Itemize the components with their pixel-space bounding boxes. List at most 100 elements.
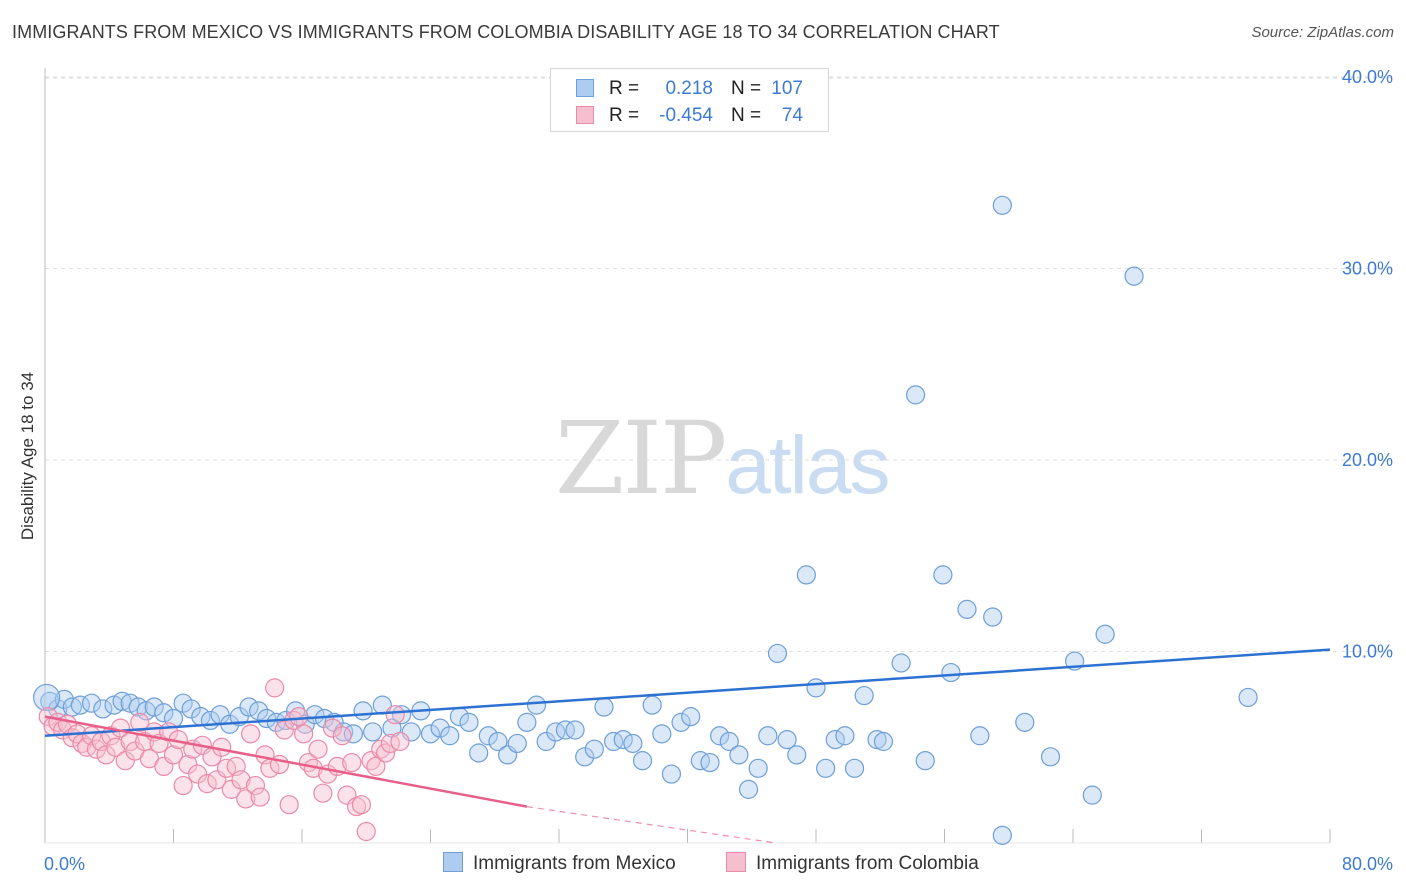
legend-swatch-colombia [726, 852, 746, 872]
legend-label-mexico: Immigrants from Mexico [473, 853, 676, 874]
colombia-point [241, 724, 261, 744]
legend-swatch-mexico [443, 852, 463, 872]
mexico-point [181, 699, 201, 719]
y-tick-label: 20.0% [1342, 450, 1393, 470]
mexico-point [33, 683, 61, 712]
colombia-point [342, 752, 362, 773]
series-mexico-points [33, 195, 1258, 845]
colombia-point [231, 770, 251, 790]
mexico-point [905, 385, 926, 405]
trend-line-colombia [44, 715, 528, 808]
colombia-point [294, 724, 314, 744]
colombia-point [385, 705, 405, 725]
mexico-point [983, 607, 1003, 627]
mexico-point [719, 731, 739, 752]
colombia-point [173, 775, 193, 796]
mexico-point [777, 729, 797, 750]
trend-lines [44, 648, 1331, 844]
mexico-point [671, 712, 691, 732]
legend-r-value: -0.454 [659, 105, 713, 126]
mexico-point [555, 720, 576, 740]
mexico-point [941, 662, 961, 683]
colombia-point [375, 743, 396, 763]
y-tick-label: 30.0% [1342, 259, 1393, 279]
legend-item-colombia[interactable]: Immigrants from Colombia [726, 852, 979, 875]
mexico-point [661, 764, 682, 784]
mexico-point [144, 697, 164, 717]
mexico-point [816, 758, 836, 778]
mexico-point [526, 695, 547, 715]
mexico-point [430, 718, 450, 738]
watermark-zip: ZIP [555, 400, 727, 517]
colombia-point [308, 739, 328, 759]
legend-n-value: 74 [781, 105, 803, 126]
mexico-point [825, 729, 845, 750]
mexico-point [806, 678, 826, 698]
colombia-point [265, 678, 285, 698]
mexico-point [478, 726, 498, 746]
mexico-point [420, 724, 441, 744]
mexico-point [642, 695, 662, 715]
mexico-point [835, 726, 855, 746]
mexico-point [507, 733, 527, 754]
x-tick-label: 0.0% [44, 854, 85, 874]
trend-line-mexico [44, 648, 1331, 738]
mexico-point [239, 697, 259, 717]
mexico-point [565, 720, 585, 740]
mexico-point [992, 195, 1012, 215]
tick-labels: 10.0% 20.0% 30.0% 40.0% 0.0% 80.0% [44, 67, 1393, 874]
mexico-point [391, 705, 412, 725]
grid-lines [45, 76, 1392, 652]
correlation-legend: R = 0.218 N = 107 R = -0.454 N = 74 [550, 68, 829, 132]
mexico-point [546, 722, 566, 742]
mexico-point [93, 699, 113, 719]
mexico-point [440, 726, 460, 746]
mexico-point [584, 739, 604, 759]
mexico-point [459, 712, 479, 732]
mexico-point [710, 726, 730, 746]
mexico-point [1082, 785, 1102, 805]
colombia-point [332, 726, 352, 746]
legend-n-value: 107 [771, 78, 803, 99]
mexico-point [844, 758, 865, 778]
mexico-point [738, 779, 759, 799]
watermark: ZIPatlas [555, 400, 891, 517]
y-axis-label: Disability Age 18 to 34 [18, 371, 37, 541]
legend-item-mexico[interactable]: Immigrants from Mexico [443, 852, 676, 875]
mexico-point [915, 751, 935, 771]
mexico-point [488, 731, 508, 752]
mexico-point [970, 726, 990, 746]
mexico-point [758, 726, 778, 746]
colombia-point [313, 783, 333, 803]
colombia-point [77, 737, 97, 757]
axes [44, 68, 1331, 844]
mexico-point [1015, 712, 1035, 732]
mexico-point [729, 745, 749, 765]
legend-label-colombia: Immigrants from Colombia [756, 853, 979, 874]
colombia-point [380, 733, 400, 754]
colombia-point [351, 795, 372, 815]
colombia-point [245, 775, 266, 796]
mexico-point [652, 724, 672, 744]
colombia-point [289, 707, 309, 727]
y-tick-label: 10.0% [1342, 642, 1393, 662]
colombia-point [163, 745, 184, 765]
colombia-point [96, 745, 116, 765]
mexico-point [787, 745, 807, 765]
legend-r-value: 0.218 [665, 78, 713, 99]
x-tick-label: 80.0% [1342, 854, 1393, 874]
legend-row-mexico: R = 0.218 N = 107 [551, 74, 828, 100]
colombia-point [236, 789, 256, 809]
trend-line-colombia-extension [526, 806, 776, 844]
mexico-point [957, 599, 977, 619]
colombia-point [356, 821, 376, 842]
legend-swatch-mexico [576, 79, 594, 97]
colombia-point [130, 712, 150, 732]
mexico-point [363, 722, 383, 742]
colombia-point [250, 787, 270, 807]
mexico-point [632, 751, 653, 771]
chart-title: IMMIGRANTS FROM MEXICO VS IMMIGRANTS FRO… [12, 22, 1000, 42]
mexico-point [1040, 747, 1061, 767]
mexico-point [700, 752, 720, 773]
mexico-point [767, 643, 788, 664]
